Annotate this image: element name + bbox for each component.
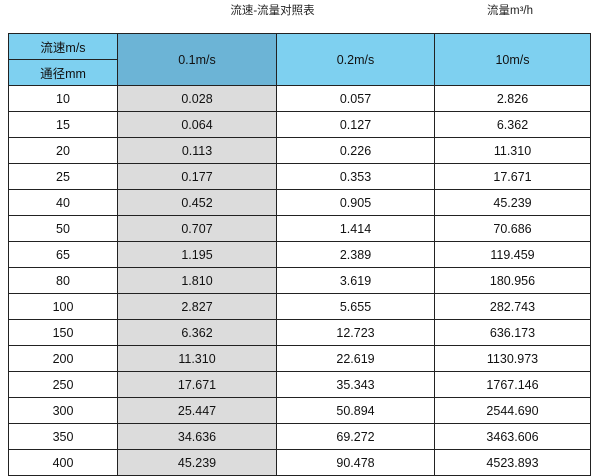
table-row: 50 0.707 1.414 70.686 [8, 215, 591, 242]
cell-velocity-10: 17.671 [434, 163, 591, 190]
cell-velocity-02: 90.478 [276, 449, 435, 476]
cell-velocity-02: 12.723 [276, 319, 435, 346]
cell-velocity-01: 0.028 [117, 85, 277, 112]
cell-diameter: 80 [8, 267, 118, 294]
header-column-v2: 0.2m/s [276, 33, 435, 86]
cell-velocity-10: 636.173 [434, 319, 591, 346]
cell-velocity-01: 0.177 [117, 163, 277, 190]
cell-diameter: 100 [8, 293, 118, 320]
cell-velocity-02: 1.414 [276, 215, 435, 242]
page-title: 流速-流量对照表 [230, 5, 315, 17]
table-body: 10 0.028 0.057 2.826 15 0.064 0.127 6.362 20 0.11… [8, 85, 591, 476]
cell-velocity-01: 0.064 [117, 111, 277, 138]
table-row: 350 34.636 69.272 3463.606 [8, 423, 591, 450]
cell-velocity-10: 11.310 [434, 137, 591, 164]
table-header-row-top: 流速m/s 0.1m/s 0.2m/s 10m/s [8, 33, 591, 86]
cell-diameter: 50 [8, 215, 118, 242]
cell-diameter: 40 [8, 189, 118, 216]
cell-velocity-10: 1130.973 [434, 345, 591, 372]
cell-velocity-02: 50.894 [276, 397, 435, 424]
table-row: 20 0.113 0.226 11.310 [8, 137, 591, 164]
table-row: 15 0.064 0.127 6.362 [8, 111, 591, 138]
cell-velocity-01: 0.452 [117, 189, 277, 216]
caption-strip: 流速-流量对照表 流量m³/h [0, 0, 600, 33]
cell-velocity-10: 180.956 [434, 267, 591, 294]
cell-velocity-10: 2544.690 [434, 397, 591, 424]
cell-velocity-01: 0.113 [117, 137, 277, 164]
cell-velocity-02: 0.127 [276, 111, 435, 138]
header-velocity-label: 流速m/s [8, 33, 118, 60]
table-row: 65 1.195 2.389 119.459 [8, 241, 591, 268]
header-diameter-label: 通径mm [8, 59, 118, 86]
cell-velocity-01: 2.827 [117, 293, 277, 320]
table-row: 25 0.177 0.353 17.671 [8, 163, 591, 190]
cell-velocity-02: 0.905 [276, 189, 435, 216]
cell-velocity-10: 3463.606 [434, 423, 591, 450]
cell-velocity-10: 4523.893 [434, 449, 591, 476]
cell-diameter: 150 [8, 319, 118, 346]
table-header: 流速m/s 0.1m/s 0.2m/s 10m/s 通径mm [8, 33, 591, 86]
cell-velocity-02: 2.389 [276, 241, 435, 268]
cell-diameter: 250 [8, 371, 118, 398]
table-row: 150 6.362 12.723 636.173 [8, 319, 591, 346]
cell-velocity-01: 45.239 [117, 449, 277, 476]
cell-velocity-01: 25.447 [117, 397, 277, 424]
table-row: 40 0.452 0.905 45.239 [8, 189, 591, 216]
cell-velocity-02: 3.619 [276, 267, 435, 294]
cell-velocity-10: 6.362 [434, 111, 591, 138]
table-row: 10 0.028 0.057 2.826 [8, 85, 591, 112]
cell-diameter: 25 [8, 163, 118, 190]
cell-velocity-01: 6.362 [117, 319, 277, 346]
cell-diameter: 20 [8, 137, 118, 164]
cell-velocity-10: 70.686 [434, 215, 591, 242]
cell-velocity-01: 11.310 [117, 345, 277, 372]
cell-velocity-02: 0.353 [276, 163, 435, 190]
table-row: 300 25.447 50.894 2544.690 [8, 397, 591, 424]
cell-diameter: 350 [8, 423, 118, 450]
cell-diameter: 10 [8, 85, 118, 112]
cell-velocity-10: 45.239 [434, 189, 591, 216]
cell-velocity-01: 0.707 [117, 215, 277, 242]
header-column-v1: 0.1m/s [117, 33, 277, 86]
flow-unit-label: 流量m³/h [487, 5, 533, 17]
table-header-row-bottom: 通径mm [8, 59, 591, 86]
velocity-flow-table: 流速m/s 0.1m/s 0.2m/s 10m/s 通径mm 10 0.028 0.… [8, 33, 591, 476]
cell-velocity-10: 282.743 [434, 293, 591, 320]
cell-diameter: 300 [8, 397, 118, 424]
table-row: 100 2.827 5.655 282.743 [8, 293, 591, 320]
cell-velocity-01: 1.195 [117, 241, 277, 268]
cell-velocity-02: 5.655 [276, 293, 435, 320]
table-row: 80 1.810 3.619 180.956 [8, 267, 591, 294]
cell-velocity-02: 0.057 [276, 85, 435, 112]
cell-diameter: 15 [8, 111, 118, 138]
table-row: 250 17.671 35.343 1767.146 [8, 371, 591, 398]
cell-velocity-02: 35.343 [276, 371, 435, 398]
cell-velocity-01: 17.671 [117, 371, 277, 398]
header-column-v3: 10m/s [434, 33, 591, 86]
cell-velocity-10: 119.459 [434, 241, 591, 268]
table-row: 200 11.310 22.619 1130.973 [8, 345, 591, 372]
cell-velocity-10: 2.826 [434, 85, 591, 112]
table-row: 400 45.239 90.478 4523.893 [8, 449, 591, 476]
cell-diameter: 400 [8, 449, 118, 476]
cell-diameter: 65 [8, 241, 118, 268]
cell-velocity-01: 34.636 [117, 423, 277, 450]
cell-velocity-02: 0.226 [276, 137, 435, 164]
cell-velocity-01: 1.810 [117, 267, 277, 294]
cell-diameter: 200 [8, 345, 118, 372]
cell-velocity-10: 1767.146 [434, 371, 591, 398]
cell-velocity-02: 69.272 [276, 423, 435, 450]
cell-velocity-02: 22.619 [276, 345, 435, 372]
